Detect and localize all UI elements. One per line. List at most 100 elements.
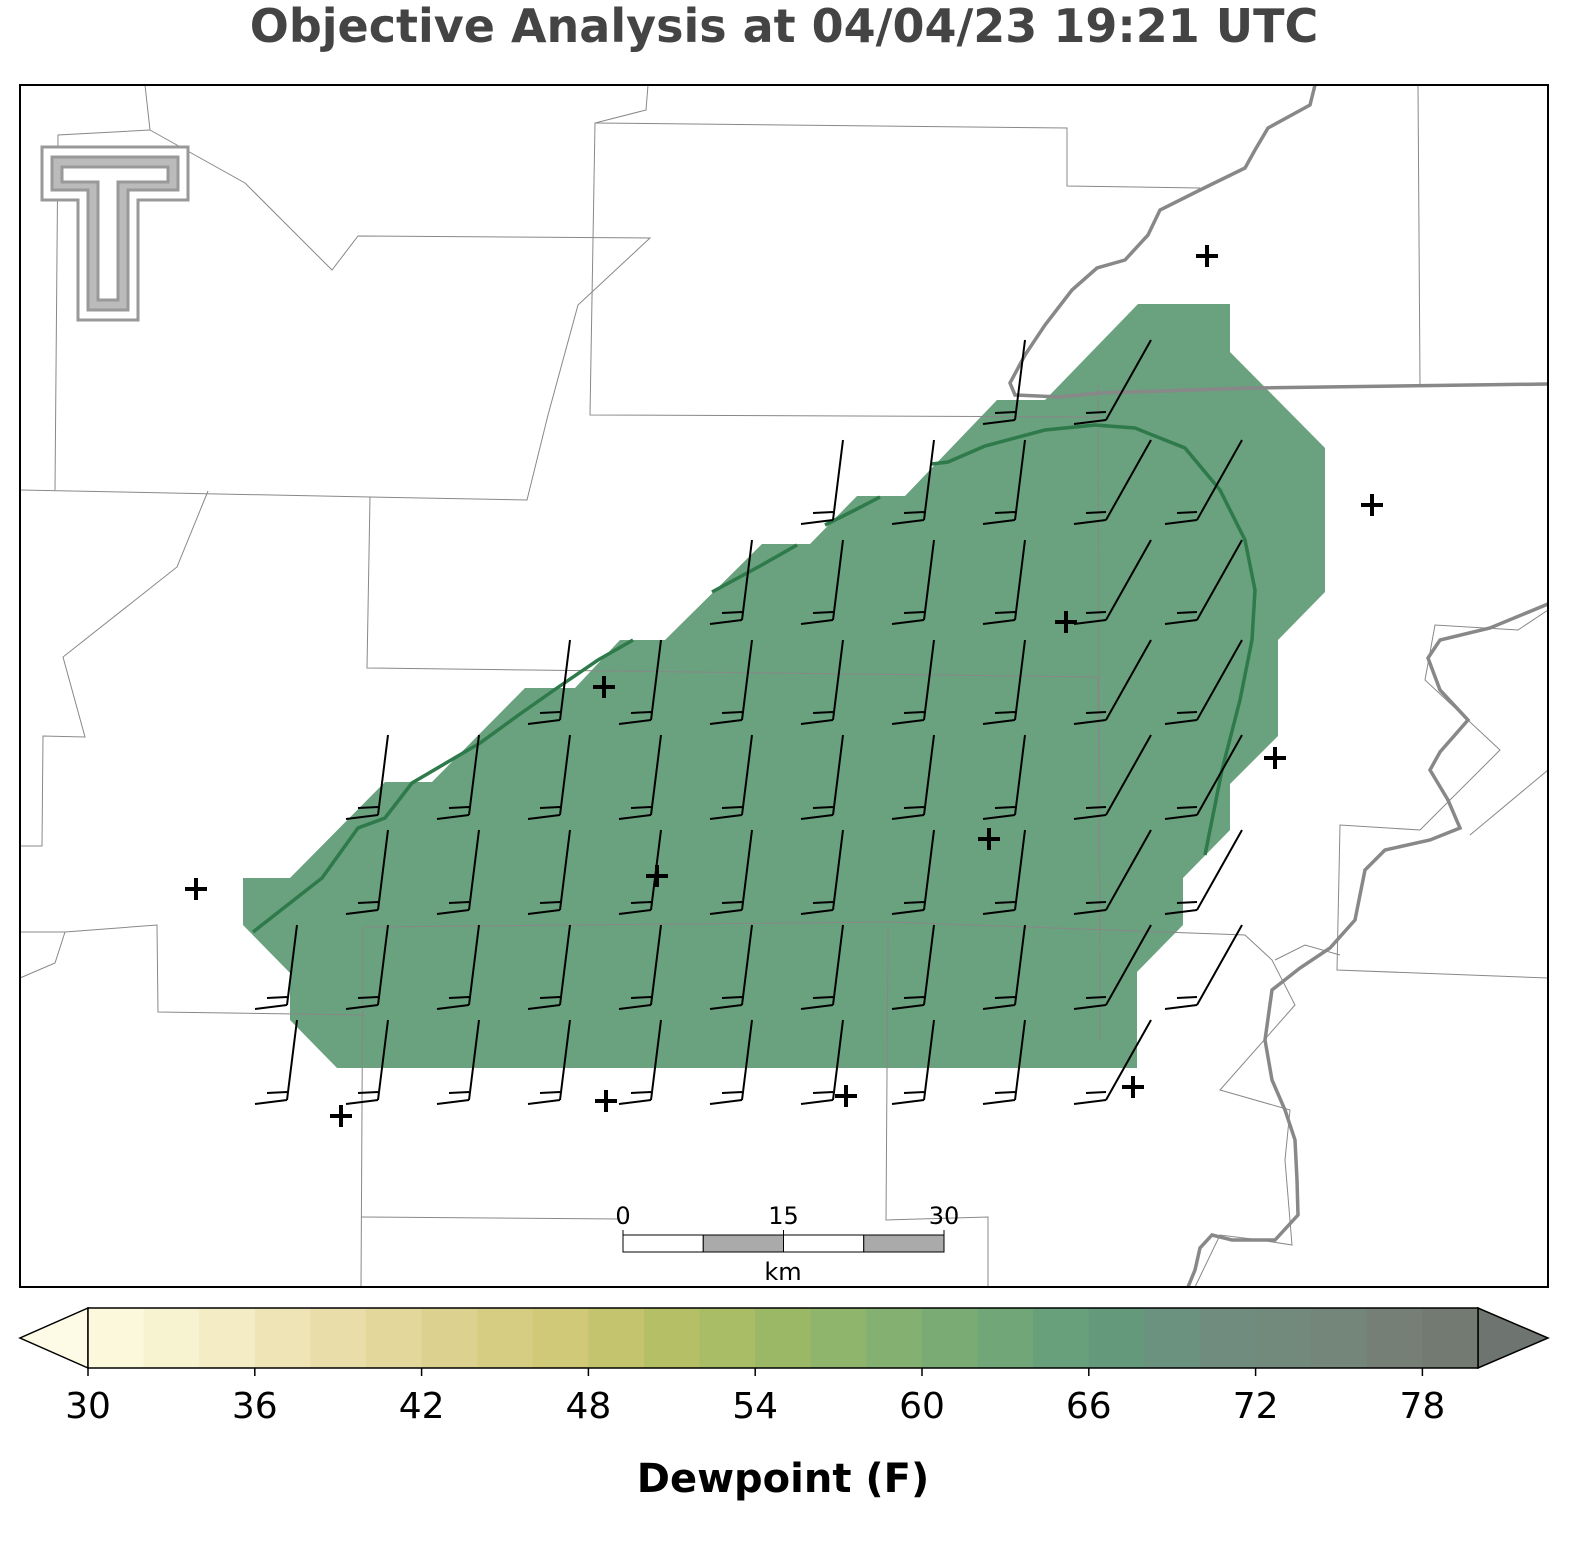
colorbar-bin (1033, 1308, 1090, 1368)
wind-barb (982, 924, 1026, 1010)
colorbar-bin (199, 1308, 256, 1368)
colorbar-bin (922, 1308, 979, 1368)
station (330, 1105, 352, 1127)
wind-barb (891, 829, 935, 915)
scale-segment (702, 1234, 784, 1253)
title: Objective Analysis at 04/04/23 19:21 UTC (250, 0, 1319, 53)
colorbar-label: Dewpoint (F) (637, 1456, 930, 1502)
wind-barb (891, 1019, 935, 1105)
scale-unit: km (764, 1258, 801, 1286)
wind-barb (1164, 829, 1243, 915)
wind-barb (345, 1019, 389, 1105)
station (185, 878, 207, 900)
contour (824, 495, 881, 527)
wind-barb (436, 1019, 480, 1105)
scale-segment (783, 1234, 865, 1253)
colorbar-tick-label: 72 (1233, 1386, 1279, 1427)
colorbar-bin (366, 1308, 423, 1368)
wind-barb (800, 829, 844, 915)
wind-barb (982, 639, 1026, 725)
colorbar-under (18, 1306, 89, 1370)
wind-barb (1073, 639, 1152, 725)
wind-barb (1073, 339, 1152, 425)
scale-segment (863, 1234, 945, 1253)
wind-barb (1073, 439, 1152, 525)
colorbar-tick-label: 30 (65, 1386, 111, 1427)
wind-barb (254, 924, 298, 1010)
station (835, 1085, 857, 1107)
wind-barb (709, 539, 753, 625)
wind-barb (800, 639, 844, 725)
wind-barb (1073, 539, 1152, 625)
wind-barb (527, 639, 571, 725)
colorbar-bin (254, 1308, 311, 1368)
wind-barb (982, 439, 1026, 525)
colorbar-bin (977, 1308, 1034, 1368)
wind-barb (527, 734, 571, 820)
wind-barb (982, 539, 1026, 625)
map (19, 84, 1549, 1288)
wind-barb (982, 339, 1026, 425)
scale-segment (622, 1234, 704, 1253)
colorbar-bin (1255, 1308, 1312, 1368)
colorbar-bin (588, 1308, 645, 1368)
station (1122, 1076, 1144, 1098)
colorbar-bin (1088, 1308, 1145, 1368)
wind-barb (436, 829, 480, 915)
colorbar-frame (87, 1307, 1479, 1369)
station (646, 865, 668, 887)
colorbar-tick-label: 54 (732, 1386, 778, 1427)
wind-barb (891, 924, 935, 1010)
colorbar-bin (88, 1308, 145, 1368)
colorbar-bin (1366, 1308, 1423, 1368)
colorbar-bin (143, 1308, 200, 1368)
wind-barb (618, 734, 662, 820)
wind-barb (982, 829, 1026, 915)
wind-barb (618, 639, 662, 725)
wind-barb (1164, 639, 1243, 725)
wind-barb (982, 734, 1026, 820)
colorbar-tick-label: 60 (899, 1386, 945, 1427)
contour (251, 638, 634, 934)
wind-barb (1164, 439, 1243, 525)
colorbar-bin (310, 1308, 367, 1368)
contour (711, 543, 798, 594)
wind-barb (709, 829, 753, 915)
colorbar-bin (755, 1308, 812, 1368)
scale-tick-label: 15 (768, 1202, 799, 1230)
wind-barb (982, 1019, 1026, 1105)
contour (931, 423, 1257, 856)
station (593, 676, 615, 698)
logo (40, 145, 190, 322)
wind-barb (345, 734, 389, 820)
colorbar-bin (810, 1308, 867, 1368)
wind-barb (345, 924, 389, 1010)
wind-barb (1164, 924, 1243, 1010)
wind-barb (800, 439, 844, 525)
wind-barb (1073, 829, 1152, 915)
wind-barb (1073, 924, 1152, 1010)
colorbar-bin (532, 1308, 589, 1368)
colorbar-tick-label: 48 (565, 1386, 611, 1427)
scale-tick-label: 0 (615, 1202, 630, 1230)
wind-barb (800, 734, 844, 820)
station (1196, 245, 1218, 267)
station (978, 828, 1000, 850)
colorbar-bin (1311, 1308, 1368, 1368)
colorbar-tick-label: 42 (399, 1386, 445, 1427)
wind-barb (618, 1019, 662, 1105)
stations (185, 245, 1383, 1127)
colorbar-bin (1144, 1308, 1201, 1368)
colorbar-tick-label: 78 (1399, 1386, 1445, 1427)
colorbar-over (1477, 1306, 1550, 1370)
wind-barb (891, 734, 935, 820)
wind-barb (436, 734, 480, 820)
wind-barb (527, 829, 571, 915)
station (1361, 494, 1383, 516)
wind-barb (709, 639, 753, 725)
colorbar-bin (1200, 1308, 1257, 1368)
wind-barb (618, 924, 662, 1010)
wind-barb (1073, 734, 1152, 820)
wind-barb (709, 1019, 753, 1105)
scale-tick-label: 30 (929, 1202, 960, 1230)
